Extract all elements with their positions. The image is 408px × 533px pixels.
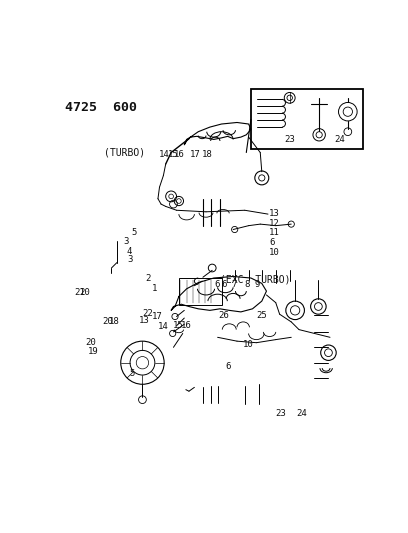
Text: 15: 15: [167, 150, 178, 159]
Text: (TURBO): (TURBO): [104, 147, 145, 157]
Text: 22: 22: [142, 309, 153, 318]
Text: 20: 20: [80, 288, 90, 297]
Bar: [251, 88, 364, 149]
Text: 6: 6: [269, 238, 275, 247]
Text: 14: 14: [158, 322, 169, 331]
Bar: [179, 278, 222, 305]
Text: 4725  600: 4725 600: [65, 101, 137, 114]
Text: 6: 6: [214, 280, 220, 289]
Text: 20: 20: [102, 317, 113, 326]
Text: 24: 24: [335, 135, 346, 144]
Text: 26: 26: [218, 311, 229, 320]
Text: 20: 20: [85, 338, 96, 346]
Text: 9: 9: [254, 280, 259, 289]
Text: 11: 11: [269, 228, 280, 237]
Text: 3: 3: [127, 255, 132, 264]
Text: 21: 21: [74, 288, 85, 297]
Text: 13: 13: [269, 209, 280, 218]
Text: 23: 23: [284, 135, 295, 144]
Text: 25: 25: [256, 311, 267, 320]
Text: 6: 6: [225, 362, 230, 371]
Text: 19: 19: [88, 347, 99, 356]
Text: 5: 5: [131, 228, 136, 237]
Text: 7: 7: [232, 280, 237, 289]
Text: 4: 4: [127, 247, 132, 256]
Text: (EXC  TURBO): (EXC TURBO): [220, 274, 290, 284]
Text: 23: 23: [275, 409, 286, 418]
Text: 24: 24: [296, 409, 307, 418]
Text: 1: 1: [151, 284, 157, 293]
Text: 14: 14: [158, 150, 169, 159]
Text: 16: 16: [181, 321, 191, 330]
Text: 13: 13: [139, 316, 150, 325]
Text: 10: 10: [243, 340, 254, 349]
Text: 5: 5: [129, 369, 135, 378]
Text: 16: 16: [174, 150, 184, 159]
Text: 10: 10: [269, 248, 280, 257]
Text: 18: 18: [109, 317, 120, 326]
Text: 2: 2: [145, 274, 151, 283]
Text: 12: 12: [269, 219, 280, 228]
Text: 17: 17: [190, 150, 201, 159]
Text: 17: 17: [152, 312, 163, 321]
Text: 15: 15: [173, 321, 184, 330]
Text: 8: 8: [244, 280, 249, 289]
Text: 3: 3: [124, 237, 129, 246]
Text: 6: 6: [222, 280, 227, 289]
Text: 18: 18: [202, 150, 212, 159]
